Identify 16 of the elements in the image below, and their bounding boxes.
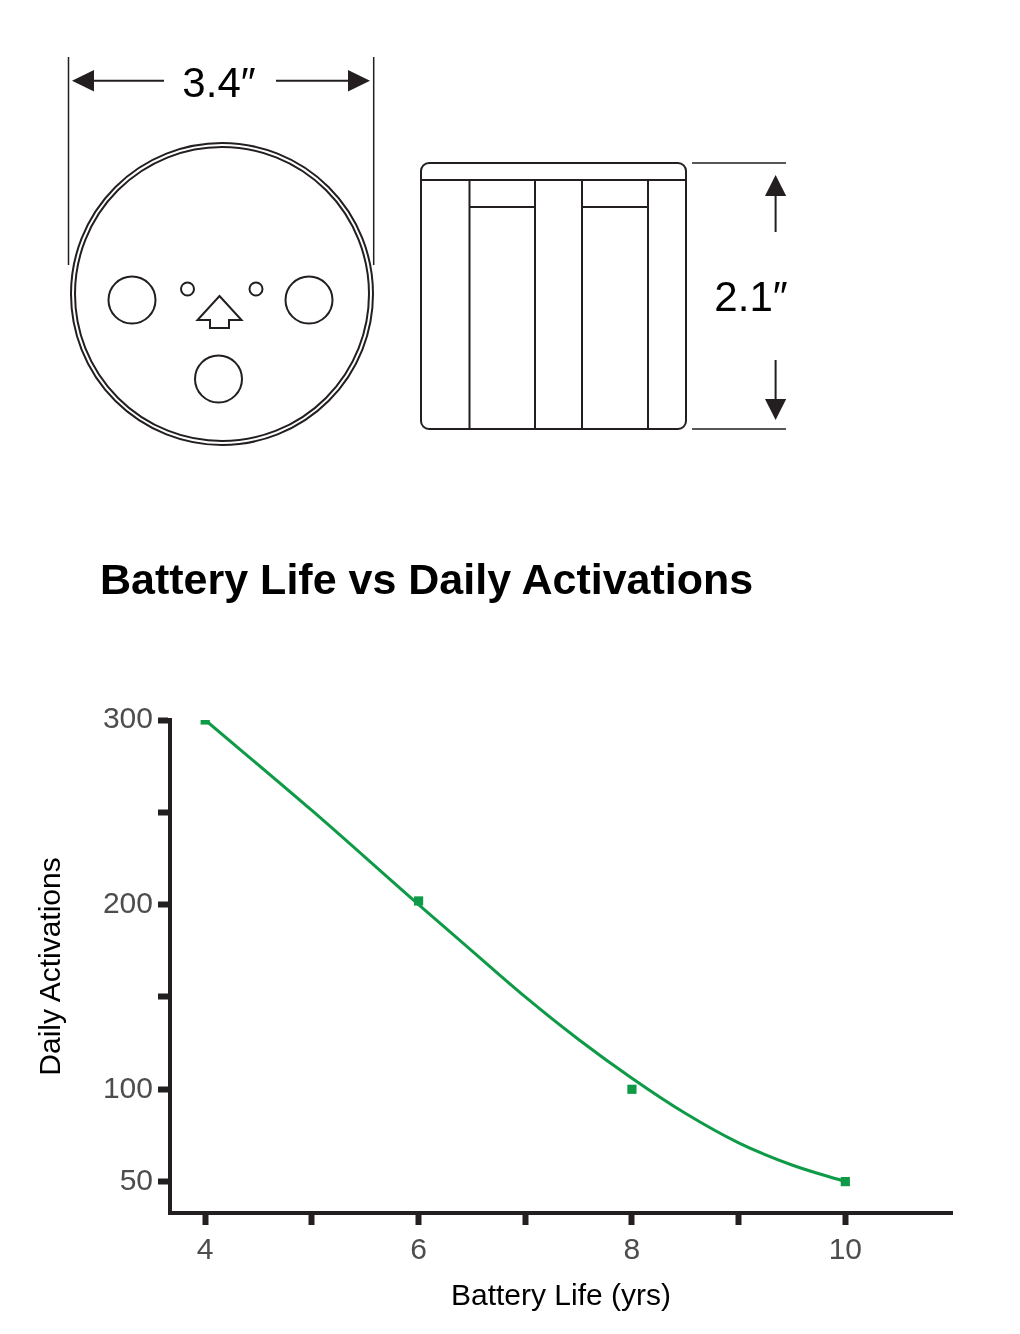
text: 2.1″: [714, 273, 788, 320]
point: [627, 1084, 637, 1094]
x-tick-label: 10: [828, 1232, 862, 1266]
point: [840, 1177, 850, 1187]
point: [413, 896, 424, 906]
y-tick-label: 300: [102, 701, 153, 735]
x-axis-title: Battery Life (yrs): [450, 1278, 672, 1312]
x-tick-label: 4: [196, 1232, 214, 1266]
y-axis-title: Daily Activations: [33, 857, 67, 1076]
y-tick-label: 100: [102, 1070, 153, 1104]
x-tick-label: 8: [623, 1232, 641, 1266]
chart-title: Battery Life vs Daily Activations: [100, 555, 754, 603]
x-tick-label: 6: [410, 1232, 427, 1266]
text: 3.4″: [182, 59, 256, 106]
y-tick-label: 200: [102, 885, 153, 919]
y-tick-label: 50: [119, 1162, 153, 1196]
